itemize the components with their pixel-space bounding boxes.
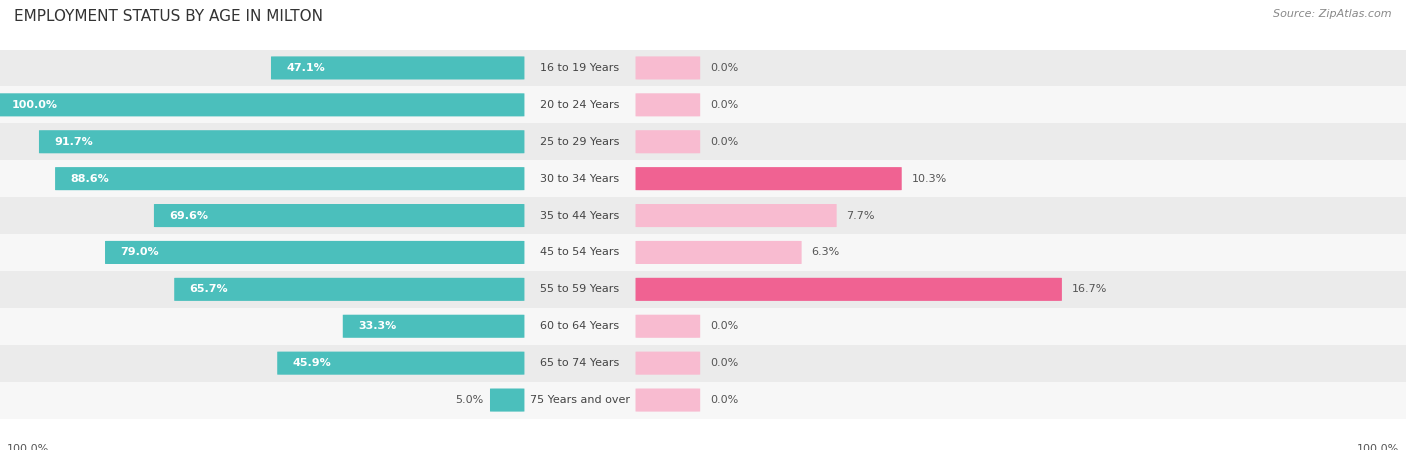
FancyBboxPatch shape	[153, 204, 524, 227]
Text: 100.0%: 100.0%	[1357, 444, 1399, 450]
Text: EMPLOYMENT STATUS BY AGE IN MILTON: EMPLOYMENT STATUS BY AGE IN MILTON	[14, 9, 323, 24]
FancyBboxPatch shape	[343, 315, 524, 338]
Text: 25 to 29 Years: 25 to 29 Years	[540, 137, 620, 147]
Bar	[0, 50, 1406, 86]
Text: 0.0%: 0.0%	[710, 321, 738, 331]
FancyBboxPatch shape	[636, 315, 700, 338]
Text: 100.0%: 100.0%	[11, 100, 58, 110]
FancyBboxPatch shape	[105, 241, 524, 264]
Text: 7.7%: 7.7%	[846, 211, 875, 220]
Text: 0.0%: 0.0%	[710, 395, 738, 405]
Text: 45 to 54 Years: 45 to 54 Years	[540, 248, 620, 257]
FancyBboxPatch shape	[491, 388, 524, 412]
Text: 88.6%: 88.6%	[70, 174, 110, 184]
Text: 75 Years and over: 75 Years and over	[530, 395, 630, 405]
FancyBboxPatch shape	[39, 130, 524, 153]
FancyBboxPatch shape	[174, 278, 524, 301]
Text: 20 to 24 Years: 20 to 24 Years	[540, 100, 620, 110]
FancyBboxPatch shape	[0, 93, 524, 117]
FancyBboxPatch shape	[636, 278, 1062, 301]
FancyBboxPatch shape	[636, 167, 901, 190]
Text: 10.3%: 10.3%	[911, 174, 946, 184]
FancyBboxPatch shape	[636, 388, 700, 412]
Text: 65.7%: 65.7%	[190, 284, 228, 294]
Text: 16.7%: 16.7%	[1071, 284, 1107, 294]
FancyBboxPatch shape	[271, 56, 524, 80]
Bar	[0, 308, 1406, 345]
Text: 0.0%: 0.0%	[710, 358, 738, 368]
Bar	[0, 160, 1406, 197]
FancyBboxPatch shape	[636, 241, 801, 264]
Bar	[0, 197, 1406, 234]
Bar	[0, 382, 1406, 418]
Text: 6.3%: 6.3%	[811, 248, 839, 257]
Text: 0.0%: 0.0%	[710, 100, 738, 110]
Text: 5.0%: 5.0%	[454, 395, 484, 405]
FancyBboxPatch shape	[55, 167, 524, 190]
Bar	[0, 271, 1406, 308]
Text: 55 to 59 Years: 55 to 59 Years	[540, 284, 620, 294]
Text: 33.3%: 33.3%	[359, 321, 396, 331]
Bar	[0, 123, 1406, 160]
Text: 79.0%: 79.0%	[121, 248, 159, 257]
Text: 47.1%: 47.1%	[287, 63, 325, 73]
Text: 0.0%: 0.0%	[710, 63, 738, 73]
Bar	[0, 345, 1406, 382]
Text: 0.0%: 0.0%	[710, 137, 738, 147]
Text: 45.9%: 45.9%	[292, 358, 332, 368]
FancyBboxPatch shape	[636, 93, 700, 117]
Text: 100.0%: 100.0%	[7, 444, 49, 450]
Text: 35 to 44 Years: 35 to 44 Years	[540, 211, 620, 220]
Text: 65 to 74 Years: 65 to 74 Years	[540, 358, 620, 368]
Bar	[0, 234, 1406, 271]
Text: 60 to 64 Years: 60 to 64 Years	[540, 321, 620, 331]
Text: 91.7%: 91.7%	[55, 137, 93, 147]
FancyBboxPatch shape	[277, 351, 524, 375]
Text: 30 to 34 Years: 30 to 34 Years	[540, 174, 620, 184]
FancyBboxPatch shape	[636, 351, 700, 375]
FancyBboxPatch shape	[636, 56, 700, 80]
FancyBboxPatch shape	[636, 130, 700, 153]
FancyBboxPatch shape	[636, 204, 837, 227]
Bar	[0, 86, 1406, 123]
Text: 69.6%: 69.6%	[169, 211, 208, 220]
Text: 16 to 19 Years: 16 to 19 Years	[540, 63, 620, 73]
Text: Source: ZipAtlas.com: Source: ZipAtlas.com	[1274, 9, 1392, 19]
